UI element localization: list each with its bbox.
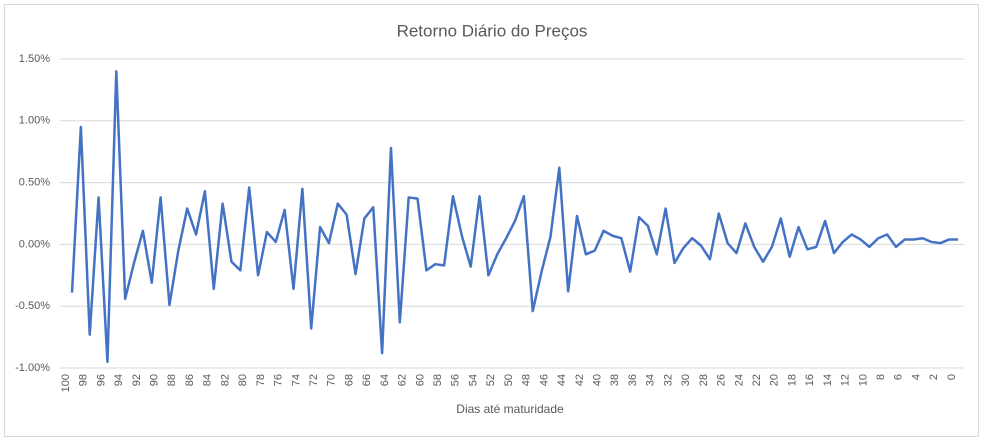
x-tick-label: 18: [786, 374, 798, 386]
y-tick-label: -1.00%: [15, 362, 50, 374]
x-tick-label: 2: [928, 374, 940, 380]
x-tick-label: 98: [78, 374, 90, 386]
x-tick-label: 6: [893, 374, 905, 380]
x-tick-label: 36: [627, 374, 639, 386]
y-tick-label: 1.50%: [19, 53, 50, 65]
x-tick-label: 12: [840, 374, 852, 386]
x-tick-label: 86: [184, 374, 196, 386]
x-tick-label: 80: [237, 374, 249, 386]
x-tick-label: 40: [592, 374, 604, 386]
x-tick-label: 94: [113, 374, 125, 386]
x-tick-label: 74: [290, 374, 302, 386]
x-tick-label: 66: [361, 374, 373, 386]
x-tick-label: 0: [946, 374, 958, 380]
y-tick-label: 0.50%: [19, 177, 50, 189]
x-tick-label: 24: [733, 374, 745, 386]
x-tick-label: 78: [255, 374, 267, 386]
chart-border: [4, 4, 979, 437]
x-tick-label: 50: [503, 374, 515, 386]
x-tick-label: 22: [751, 374, 763, 386]
x-tick-label: 88: [166, 374, 178, 386]
x-tick-label: 96: [95, 374, 107, 386]
x-tick-label: 32: [662, 374, 674, 386]
x-tick-label: 68: [343, 374, 355, 386]
x-tick-label: 28: [698, 374, 710, 386]
x-tick-label: 44: [556, 374, 568, 386]
x-tick-label: 82: [219, 374, 231, 386]
chart-title: Retorno Diário do Preços: [397, 21, 588, 40]
x-tick-label: 8: [875, 374, 887, 380]
x-tick-label: 54: [467, 374, 479, 386]
x-tick-label: 38: [609, 374, 621, 386]
x-tick-label: 76: [273, 374, 285, 386]
x-tick-label: 10: [857, 374, 869, 386]
y-tick-label: 0.00%: [19, 238, 50, 250]
x-tick-label: 62: [397, 374, 409, 386]
x-tick-label: 46: [538, 374, 550, 386]
y-tick-label: -0.50%: [15, 300, 50, 312]
x-tick-label: 56: [450, 374, 462, 386]
x-tick-label: 48: [521, 374, 533, 386]
x-tick-label: 30: [680, 374, 692, 386]
x-tick-label: 92: [131, 374, 143, 386]
x-tick-label: 42: [574, 374, 586, 386]
x-tick-label: 4: [910, 374, 922, 380]
y-tick-label: 1.00%: [19, 115, 50, 127]
x-tick-label: 70: [326, 374, 338, 386]
x-tick-label: 58: [432, 374, 444, 386]
x-tick-label: 100: [60, 374, 72, 392]
x-tick-label: 16: [804, 374, 816, 386]
x-tick-label: 72: [308, 374, 320, 386]
x-tick-label: 60: [414, 374, 426, 386]
data-line: [70, 70, 958, 364]
x-tick-label: 90: [149, 374, 161, 386]
x-tick-label: 14: [822, 374, 834, 386]
x-tick-label: 20: [769, 374, 781, 386]
x-tick-label: 34: [645, 374, 657, 386]
x-tick-label: 26: [716, 374, 728, 386]
x-tick-label: 52: [485, 374, 497, 386]
x-tick-label: 84: [202, 374, 214, 386]
x-tick-label: 64: [379, 374, 391, 386]
x-axis-title: Dias até maturidade: [456, 402, 564, 416]
